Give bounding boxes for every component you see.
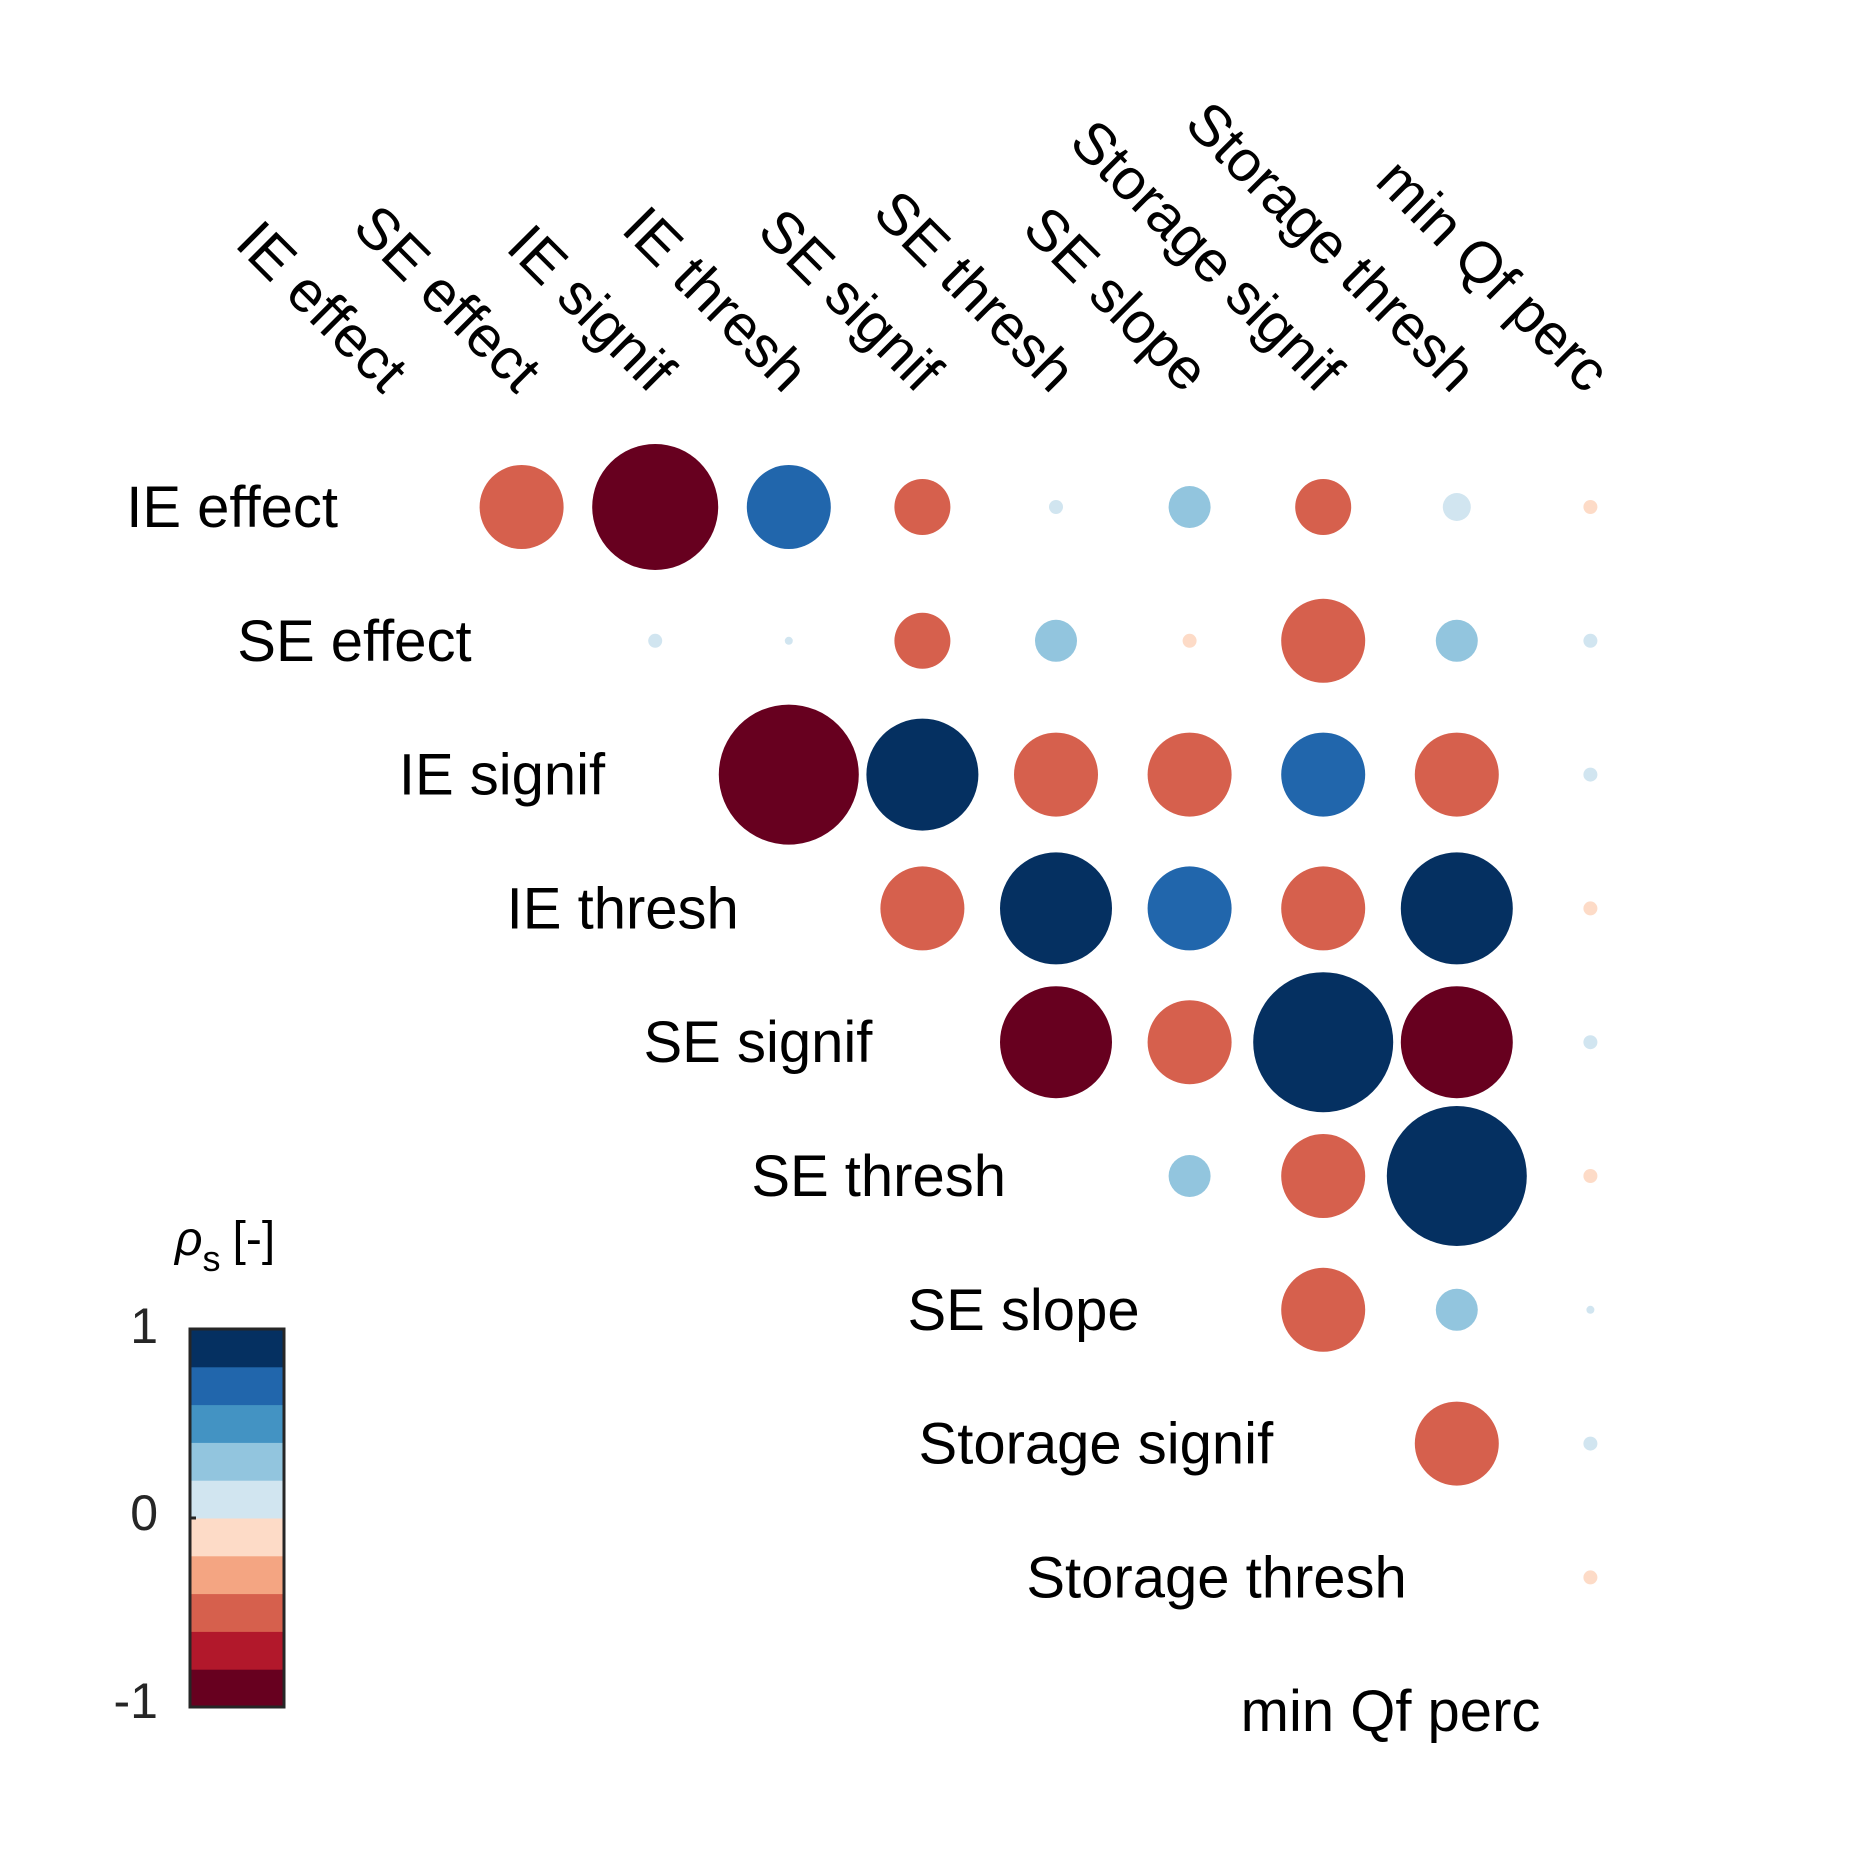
colorbar-tick-top: 1: [130, 1298, 158, 1354]
colorbar-tick-bottom: -1: [114, 1673, 158, 1729]
colorbar-title: ρs [-]: [173, 1213, 275, 1279]
correlation-circle-se-effect-vs-storage-signif: [1281, 598, 1366, 683]
correlation-circle-ie-signif-vs-se-thresh: [1014, 732, 1098, 817]
correlation-circle-se-effect-vs-storage-thresh: [1435, 619, 1478, 662]
correlation-circle-se-effect-vs-se-signif: [894, 612, 951, 669]
colorbar-title-symbol: ρ: [173, 1213, 203, 1266]
correlation-circle-se-slope-vs-min-qf-perc: [1586, 1305, 1595, 1314]
colorbar-title-unit: [-]: [233, 1213, 276, 1266]
correlation-circle-ie-signif-vs-se-signif: [866, 718, 979, 831]
correlation-circle-se-effect-vs-min-qf-perc: [1583, 633, 1598, 648]
correlation-circle-se-effect-vs-se-slope: [1182, 633, 1197, 648]
correlation-circle-ie-effect-vs-se-slope: [1168, 486, 1211, 528]
correlation-circle-ie-effect-vs-se-thresh: [1049, 500, 1063, 514]
row-label-storage-thresh: Storage thresh: [1026, 1545, 1406, 1610]
correlation-circle-se-thresh-vs-storage-signif: [1281, 1134, 1366, 1218]
colorbar-segment: [190, 1442, 284, 1481]
correlation-circles: [479, 444, 1598, 1585]
colorbar-segment: [190, 1480, 284, 1519]
row-label-min-qf-perc: min Qf perc: [1241, 1679, 1541, 1744]
correlation-circle-se-signif-vs-storage-signif: [1253, 972, 1394, 1113]
colorbar-tick-mid: 0: [130, 1485, 158, 1541]
colorbar-segment: [190, 1669, 284, 1708]
correlation-circle-ie-signif-vs-storage-thresh: [1414, 732, 1499, 817]
row-label-ie-signif: IE signif: [399, 743, 606, 808]
colorbar-title-subscript: s: [203, 1238, 221, 1279]
correlation-circle-ie-signif-vs-storage-signif: [1281, 732, 1366, 817]
correlation-circle-ie-signif-vs-min-qf-perc: [1583, 767, 1598, 782]
row-label-se-slope: SE slope: [907, 1278, 1139, 1343]
colorbar: ρs [-] 1 0 -1: [114, 1213, 286, 1729]
correlation-circle-storage-signif-vs-min-qf-perc: [1583, 1436, 1598, 1451]
correlation-circle-ie-thresh-vs-se-thresh: [1000, 852, 1112, 965]
correlation-circle-se-signif-vs-storage-thresh: [1400, 986, 1513, 1099]
colorbar-segment: [190, 1631, 284, 1670]
correlation-circle-ie-effect-vs-storage-signif: [1295, 479, 1352, 535]
correlation-circle-ie-effect-vs-se-effect: [479, 465, 564, 549]
colorbar-segments: [190, 1329, 284, 1708]
correlation-circle-se-slope-vs-storage-thresh: [1435, 1288, 1478, 1331]
correlation-circle-se-effect-vs-ie-signif: [648, 633, 663, 648]
correlation-circle-se-effect-vs-ie-thresh: [784, 636, 793, 645]
correlation-circle-ie-thresh-vs-storage-thresh: [1400, 852, 1513, 965]
colorbar-segment: [190, 1366, 284, 1406]
correlation-circle-se-slope-vs-storage-signif: [1281, 1267, 1366, 1352]
correlation-circle-ie-signif-vs-ie-thresh: [718, 704, 859, 845]
correlation-circle-ie-effect-vs-ie-thresh: [746, 465, 831, 549]
colorbar-segment: [190, 1555, 284, 1595]
correlation-circle-se-signif-vs-se-slope: [1147, 1000, 1232, 1085]
correlation-circle-storage-thresh-vs-min-qf-perc: [1583, 1570, 1598, 1585]
correlation-circle-ie-effect-vs-ie-signif: [592, 444, 719, 570]
correlation-circle-ie-thresh-vs-se-signif: [880, 866, 965, 951]
colorbar-segment: [190, 1404, 284, 1443]
correlation-circle-se-thresh-vs-storage-thresh: [1386, 1106, 1527, 1246]
correlation-circle-se-signif-vs-se-thresh: [1000, 986, 1112, 1099]
correlation-circle-se-thresh-vs-min-qf-perc: [1583, 1169, 1598, 1183]
correlation-circle-se-effect-vs-se-thresh: [1035, 619, 1077, 662]
correlation-circle-ie-effect-vs-storage-thresh: [1442, 493, 1471, 521]
colorbar-segment: [190, 1329, 284, 1368]
row-label-storage-signif: Storage signif: [919, 1412, 1275, 1477]
correlation-circle-ie-effect-vs-min-qf-perc: [1583, 500, 1598, 514]
correlation-circle-se-signif-vs-min-qf-perc: [1583, 1035, 1598, 1050]
correlation-circle-ie-thresh-vs-storage-signif: [1281, 866, 1366, 951]
correlation-circle-se-thresh-vs-se-slope: [1168, 1155, 1211, 1197]
correlation-circle-ie-effect-vs-se-signif: [894, 479, 951, 535]
correlation-circle-ie-thresh-vs-min-qf-perc: [1583, 901, 1598, 916]
row-label-ie-thresh: IE thresh: [507, 876, 739, 941]
row-label-se-effect: SE effect: [237, 609, 471, 674]
colorbar-segment: [190, 1518, 284, 1557]
correlation-circle-storage-signif-vs-storage-thresh: [1414, 1401, 1499, 1486]
row-label-se-thresh: SE thresh: [751, 1144, 1006, 1209]
row-labels: IE effect SE effect IE signif IE thresh SE s…: [126, 475, 1540, 1744]
correlation-circle-ie-signif-vs-se-slope: [1147, 732, 1232, 817]
row-label-ie-effect: IE effect: [126, 475, 338, 540]
colorbar-segment: [190, 1593, 284, 1632]
row-label-se-signif: SE signif: [644, 1010, 874, 1075]
correlation-circle-ie-thresh-vs-se-slope: [1147, 866, 1232, 951]
